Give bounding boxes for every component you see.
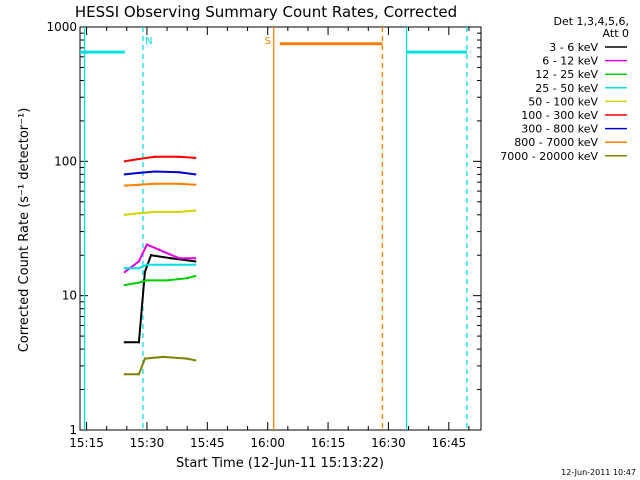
- series-point: [178, 171, 181, 174]
- x-tick-label: 15:15: [69, 436, 104, 450]
- series-point: [170, 263, 173, 266]
- series-line: [124, 155, 196, 163]
- series-point: [145, 243, 148, 246]
- series-point: [153, 155, 156, 158]
- x-tick-label: 16:30: [371, 436, 406, 450]
- series-line: [124, 355, 196, 376]
- annotation-label: N: [145, 36, 152, 47]
- series-point: [194, 263, 197, 266]
- series-point: [123, 160, 126, 163]
- footer-timestamp: 12-Jun-2011 10:47: [561, 468, 636, 477]
- axis-ticks: [80, 26, 481, 431]
- x-tick-label: 16:00: [250, 436, 285, 450]
- series-point: [143, 357, 146, 360]
- series-point: [137, 212, 140, 215]
- series-line: [124, 254, 196, 344]
- series-point: [194, 275, 197, 278]
- series-point: [137, 183, 140, 186]
- series-point: [123, 267, 126, 270]
- series-point: [162, 355, 165, 358]
- series-point: [149, 254, 152, 257]
- series-point: [194, 173, 197, 176]
- x-tick-label: 15:30: [130, 436, 165, 450]
- series-point: [137, 281, 140, 284]
- series-point: [143, 271, 146, 274]
- series-point: [166, 279, 169, 282]
- legend-label: 25 - 50 keV: [535, 82, 598, 95]
- series-point: [123, 184, 126, 187]
- series-point: [194, 359, 197, 362]
- series-point: [123, 173, 126, 176]
- series-point: [123, 271, 126, 274]
- legend-label: 12 - 25 keV: [535, 68, 598, 81]
- tick-labels: 15:15 15:30 15:45 16:00 16:15 16:30 16:45 1 10 10…: [46, 20, 466, 450]
- series-point: [186, 277, 189, 280]
- series-point: [145, 263, 148, 266]
- legend-label: 3 - 6 keV: [549, 41, 598, 54]
- series-point: [178, 210, 181, 213]
- series-point: [137, 373, 140, 376]
- series-line: [124, 182, 196, 187]
- chart-title: HESSI Observing Summary Count Rates, Cor…: [75, 3, 457, 21]
- series-point: [170, 257, 173, 260]
- legend-label: 6 - 12 keV: [542, 55, 598, 68]
- legend-header-line2: Att 0: [603, 27, 629, 40]
- annotation-label: S: [265, 36, 271, 47]
- series-point: [123, 284, 126, 287]
- legend-label: 800 - 7000 keV: [514, 136, 598, 149]
- y-tick-label: 1: [69, 423, 77, 437]
- legend-label: 100 - 300 keV: [521, 109, 598, 122]
- legend-header-line1: Det 1,3,4,5,6,: [553, 15, 629, 28]
- series-line: [124, 243, 196, 273]
- series-point: [137, 158, 140, 161]
- y-axis-label: Corrected Count Rate (s⁻¹ detector⁻¹): [17, 108, 32, 353]
- series-point: [137, 260, 140, 263]
- x-axis-label: Start Time (12-Jun-11 15:13:22): [176, 456, 384, 471]
- series-point: [194, 260, 197, 263]
- y-tick-label: 10: [62, 289, 77, 303]
- series-point: [137, 341, 140, 344]
- legend-label: 7000 - 20000 keV: [500, 150, 598, 163]
- series-line: [124, 170, 196, 176]
- series-point: [123, 341, 126, 344]
- series-point: [178, 155, 181, 158]
- series-point: [153, 210, 156, 213]
- x-tick-label: 15:45: [190, 436, 225, 450]
- series-point: [123, 373, 126, 376]
- series-point: [153, 170, 156, 173]
- series-line: [124, 275, 196, 286]
- series-point: [145, 279, 148, 282]
- series-point: [178, 182, 181, 185]
- series-point: [178, 257, 181, 260]
- series-point: [137, 171, 140, 174]
- series-point: [194, 209, 197, 212]
- x-tick-label: 16:45: [432, 436, 467, 450]
- legend-label: 300 - 800 keV: [521, 123, 598, 136]
- legend-label: 50 - 100 keV: [528, 95, 598, 108]
- series-line: [124, 209, 196, 216]
- series-point: [123, 213, 126, 216]
- series-point: [194, 183, 197, 186]
- series-point: [194, 156, 197, 159]
- plot-frame: [79, 26, 482, 431]
- series-point: [137, 267, 140, 270]
- x-tick-label: 16:15: [311, 436, 346, 450]
- series-point: [153, 182, 156, 185]
- series-layer: [123, 155, 197, 376]
- series-point: [158, 248, 161, 251]
- series-point: [194, 257, 197, 260]
- y-tick-label: 1000: [46, 20, 77, 34]
- y-tick-label: 100: [54, 154, 77, 168]
- series-point: [186, 357, 189, 360]
